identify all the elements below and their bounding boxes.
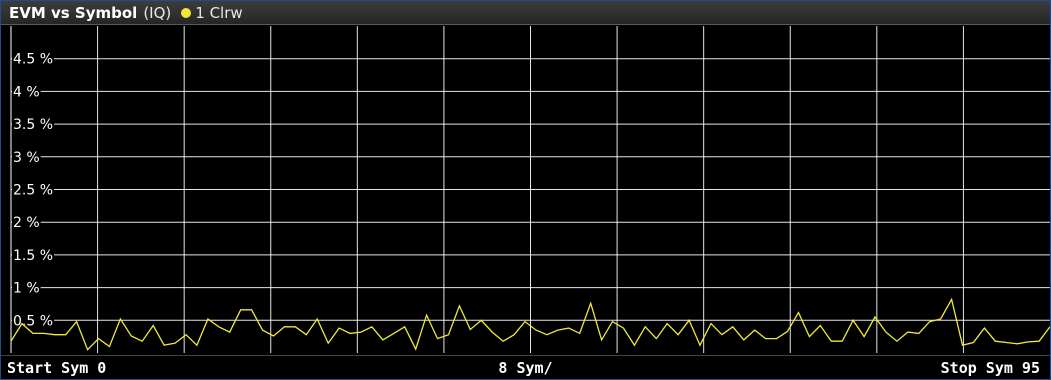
start-symbol-label: Start Sym 0 xyxy=(7,359,107,377)
y-tick-label: 3 % xyxy=(13,150,40,166)
y-tick-label: 1.5 % xyxy=(13,248,53,264)
y-tick-label: 2 % xyxy=(13,215,40,231)
y-tick-label: 4 % xyxy=(13,84,40,100)
y-tick-label-bg xyxy=(12,84,41,101)
trace-label: 1 Clrw xyxy=(195,3,243,22)
y-tick-label-bg xyxy=(12,280,41,297)
stop-symbol-label: Stop Sym 95 xyxy=(940,359,1040,377)
y-tick-label-bg xyxy=(12,117,55,134)
window-subtitle: (IQ) xyxy=(143,3,172,22)
y-tick-label-bg xyxy=(12,51,55,68)
y-tick-label-bg xyxy=(12,149,41,166)
y-tick-label-bg xyxy=(12,313,55,330)
evm-plot[interactable]: 0.5 % 1 % 1.5 % 2 % 2.5 % 3 % 3.5 % 4 % 4.5 % xyxy=(1,26,1050,353)
y-tick-label: 4.5 % xyxy=(13,52,53,68)
y-tick-label: 2.5 % xyxy=(13,183,53,199)
y-tick-label-bg xyxy=(12,215,41,232)
y-tick-label: 1 % xyxy=(13,281,40,297)
y-tick-label: 0.5 % xyxy=(13,313,53,329)
plot-footer: Start Sym 0 8 Sym/ Stop Sym 95 xyxy=(1,355,1050,379)
window-title: EVM vs Symbol xyxy=(9,3,138,22)
window-titlebar[interactable]: EVM vs Symbol (IQ) 1 Clrw xyxy=(1,1,1050,25)
evm-trace-line xyxy=(10,297,1050,351)
trace-indicator-icon xyxy=(181,7,192,18)
y-tick-label: 3.5 % xyxy=(13,117,53,133)
y-tick-label-bg xyxy=(12,247,55,264)
y-tick-label-bg xyxy=(12,182,55,199)
scale-per-division-label: 8 Sym/ xyxy=(498,359,553,377)
